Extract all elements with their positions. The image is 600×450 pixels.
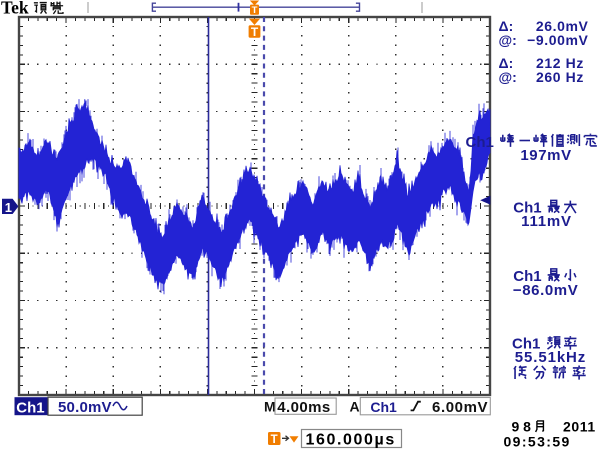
svg-text:4.00ms: 4.00ms <box>277 399 330 416</box>
svg-text:26.0mV: 26.0mV <box>536 18 589 34</box>
svg-text:−9.00mV: −9.00mV <box>527 32 588 48</box>
svg-text:Ch1: Ch1 <box>513 200 541 217</box>
svg-text:T: T <box>271 434 278 446</box>
svg-text:50.0mV: 50.0mV <box>58 399 112 416</box>
svg-text:−86.0mV: −86.0mV <box>513 282 579 299</box>
svg-text:M: M <box>264 399 276 415</box>
svg-text:6.00mV: 6.00mV <box>432 399 488 416</box>
svg-text:@:: @: <box>499 69 517 85</box>
svg-text:T: T <box>251 25 259 39</box>
svg-text:260 Hz: 260 Hz <box>536 69 584 85</box>
svg-text:@:: @: <box>499 32 517 48</box>
svg-text:Ch1: Ch1 <box>513 268 541 285</box>
svg-text:A: A <box>350 399 360 415</box>
svg-text:Δ:: Δ: <box>499 18 514 34</box>
svg-text:160.000µs: 160.000µs <box>306 432 396 449</box>
svg-text:Ch1: Ch1 <box>370 399 397 415</box>
svg-text:Tek: Tek <box>1 0 29 18</box>
svg-text:1: 1 <box>5 200 12 215</box>
svg-text:55.51kHz: 55.51kHz <box>515 349 586 366</box>
svg-text:111mV: 111mV <box>521 213 572 230</box>
svg-text:Ch1: Ch1 <box>16 399 44 416</box>
svg-text:9 8: 9 8 <box>512 419 532 435</box>
svg-text:197mV: 197mV <box>520 147 571 164</box>
svg-text:Δ:: Δ: <box>499 55 514 71</box>
svg-text:Ch1: Ch1 <box>466 134 494 151</box>
svg-text:T: T <box>252 5 258 16</box>
svg-text:Ch1: Ch1 <box>512 336 540 353</box>
svg-text:09:53:59: 09:53:59 <box>504 434 571 450</box>
svg-text:212 Hz: 212 Hz <box>536 55 584 71</box>
svg-text:2011: 2011 <box>563 419 596 435</box>
